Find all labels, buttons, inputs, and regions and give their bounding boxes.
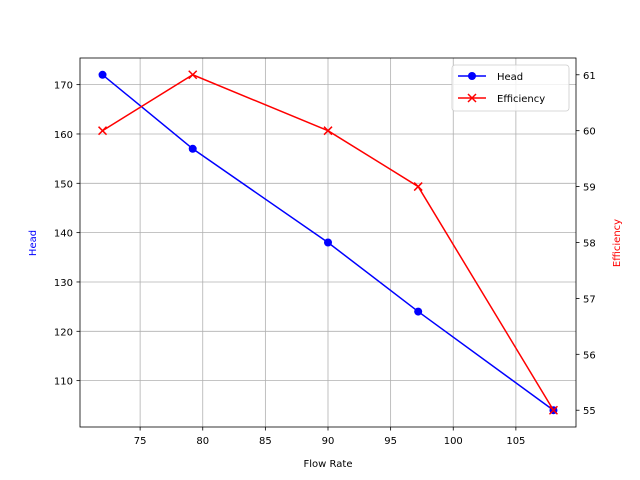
y-right-tick-label: 56 — [583, 350, 596, 361]
x-tick-label: 105 — [506, 436, 525, 447]
y-left-tick-label: 160 — [54, 130, 73, 141]
x-tick-label: 75 — [134, 436, 147, 447]
y-left-tick-label: 120 — [54, 327, 73, 338]
data-point-efficiency — [98, 126, 108, 136]
legend-marker-head — [468, 72, 476, 80]
y-right-tick-label: 61 — [583, 71, 596, 82]
data-point-efficiency — [323, 126, 333, 136]
data-point-head — [188, 144, 197, 153]
y-left-tick-label: 140 — [54, 229, 73, 240]
y-axis-right-label: Efficiency — [612, 219, 623, 267]
y-left-tick-label: 170 — [54, 81, 73, 92]
data-point-efficiency — [548, 405, 558, 415]
data-point-head — [414, 307, 423, 316]
legend: Head Efficiency — [451, 64, 570, 112]
x-tick-label: 80 — [196, 436, 209, 447]
legend-marker-efficiency — [467, 93, 477, 103]
series-layer — [98, 70, 558, 415]
legend-label-head: Head — [497, 72, 523, 83]
y-right-tick-label: 60 — [583, 127, 596, 138]
y-right-tick-label: 57 — [583, 294, 596, 305]
x-tick-label: 95 — [384, 436, 397, 447]
ticks: 75 80 85 90 95 100 105 110 120 130 140 150 160 170 55 5… — [54, 71, 596, 447]
y-left-tick-label: 110 — [54, 377, 73, 388]
y-right-tick-label: 59 — [583, 183, 596, 194]
y-right-tick-label: 58 — [583, 239, 596, 250]
y-axis-left-label: Head — [28, 230, 39, 256]
x-tick-label: 100 — [444, 436, 463, 447]
y-left-tick-label: 150 — [54, 179, 73, 190]
x-axis-label: Flow Rate — [304, 459, 353, 470]
data-point-head — [98, 70, 107, 79]
data-point-efficiency — [188, 70, 198, 80]
y-left-tick-label: 130 — [54, 278, 73, 289]
legend-label-efficiency: Efficiency — [497, 94, 545, 105]
x-tick-label: 85 — [259, 436, 272, 447]
data-point-efficiency — [413, 182, 423, 192]
x-tick-label: 90 — [322, 436, 335, 447]
y-right-tick-label: 55 — [583, 406, 596, 417]
data-point-head — [324, 238, 332, 247]
grid — [80, 58, 576, 427]
